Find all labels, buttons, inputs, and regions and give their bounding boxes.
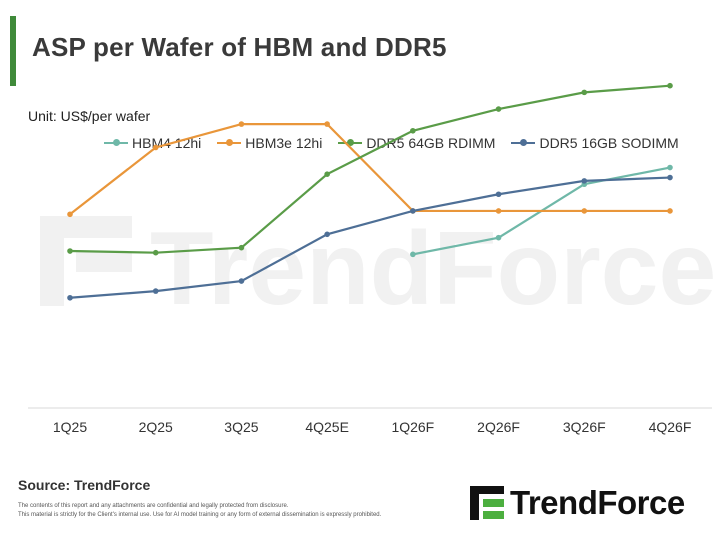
data-point-hbm4-12hi-4q26f xyxy=(667,164,673,171)
data-point-ddr5-16gb-sodimm-2q26f xyxy=(495,191,502,198)
data-point-hbm4-12hi-2q26f xyxy=(495,234,502,241)
x-tick-label-2q26f: 2Q26F xyxy=(477,419,520,435)
x-tick-label-3q26f: 3Q26F xyxy=(563,419,606,435)
trendforce-logo: TrendForce xyxy=(470,484,685,522)
legend-label-hbm3e: HBM3e 12hi xyxy=(245,135,323,151)
x-tick-label-1q25: 1Q25 xyxy=(53,419,87,435)
legend-swatch-hbm3e xyxy=(217,136,242,150)
data-point-hbm3e-12hi-3q25 xyxy=(238,121,245,127)
data-point-ddr5-64gb-rdimm-1q25 xyxy=(67,248,73,254)
chart-area: TrendForce 1Q25 2Q25 3Q25 4Q25E 1Q26F 2Q26F 3Q… xyxy=(28,82,716,435)
series-line-ddr5-64gb-rdimm xyxy=(69,84,671,254)
legend-swatch-ddr5-rdimm xyxy=(338,136,363,150)
trendforce-logo-icon xyxy=(470,486,504,520)
legend-item-ddr5-sodimm: DDR5 16GB SODIMM xyxy=(511,135,679,151)
x-axis-ticks: 1Q25 2Q25 3Q25 4Q25E 1Q26F 2Q26F 3Q26F 4Q26F xyxy=(53,419,692,435)
title-accent-bar xyxy=(10,16,16,86)
data-point-ddr5-64gb-rdimm-2q25 xyxy=(152,249,159,256)
legend-swatch-ddr5-sodimm xyxy=(511,136,536,150)
legend-label-ddr5-sodimm: DDR5 16GB SODIMM xyxy=(539,135,679,151)
data-point-ddr5-16gb-sodimm-4q26f xyxy=(667,174,673,181)
unit-label: Unit: US$/per wafer xyxy=(28,108,151,124)
trendforce-logo-text: TrendForce xyxy=(510,484,685,521)
x-tick-label-4q26f: 4Q26F xyxy=(649,419,692,435)
data-point-ddr5-16gb-sodimm-3q25 xyxy=(238,278,245,284)
x-tick-label-2q25: 2Q25 xyxy=(139,419,173,435)
data-point-ddr5-64gb-rdimm-4q25e xyxy=(324,171,330,177)
watermark-logo-bar-mid xyxy=(76,252,132,272)
data-point-ddr5-16gb-sodimm-1q26f xyxy=(410,208,416,214)
disclaimer-line-2: This material is strictly for the Client… xyxy=(18,512,382,518)
data-point-ddr5-64gb-rdimm-3q26f xyxy=(581,89,588,96)
legend-item-hbm3e: HBM3e 12hi xyxy=(217,135,322,151)
data-point-ddr5-16gb-sodimm-2q25 xyxy=(152,288,159,294)
legend: HBM4 12hi HBM3e 12hi DDR5 64GB RDIMM DDR… xyxy=(104,135,679,151)
data-point-hbm3e-12hi-2q26f xyxy=(495,208,502,214)
data-point-hbm4-12hi-1q26f xyxy=(410,251,416,258)
data-point-ddr5-64gb-rdimm-1q26f xyxy=(410,127,416,134)
data-point-ddr5-64gb-rdimm-3q25 xyxy=(238,244,245,251)
series-group xyxy=(67,82,673,301)
data-point-ddr5-16gb-sodimm-1q25 xyxy=(67,294,73,301)
x-tick-label-3q25: 3Q25 xyxy=(224,419,258,435)
series-line-ddr5-16gb-sodimm xyxy=(69,176,671,299)
watermark: TrendForce xyxy=(40,211,716,327)
source-label: Source: TrendForce xyxy=(18,477,151,493)
data-point-hbm3e-12hi-4q25e xyxy=(324,121,330,127)
data-point-ddr5-16gb-sodimm-4q25e xyxy=(324,231,330,238)
data-point-ddr5-64gb-rdimm-2q26f xyxy=(495,106,502,112)
data-point-ddr5-16gb-sodimm-3q26f xyxy=(581,178,588,184)
series-line-hbm3e-12hi xyxy=(69,122,670,216)
data-point-hbm3e-12hi-3q26f xyxy=(581,208,588,214)
disclaimer: The contents of this report and any atta… xyxy=(18,502,381,520)
chart-title: ASP per Wafer of HBM and DDR5 xyxy=(32,32,447,62)
legend-swatch-hbm4 xyxy=(104,136,128,150)
data-point-hbm3e-12hi-4q26f xyxy=(667,208,673,214)
watermark-logo-mark xyxy=(40,216,132,306)
x-tick-label-4q25e: 4Q25E xyxy=(305,419,349,435)
data-point-ddr5-64gb-rdimm-4q26f xyxy=(667,82,673,89)
disclaimer-line-1: The contents of this report and any atta… xyxy=(18,503,289,509)
data-point-hbm3e-12hi-1q25 xyxy=(67,211,73,218)
x-tick-label-1q26f: 1Q26F xyxy=(391,419,434,435)
watermark-logo-bar-left xyxy=(40,216,64,306)
watermark-text: TrendForce xyxy=(150,211,716,327)
data-point-hbm3e-12hi-2q25 xyxy=(152,144,159,151)
